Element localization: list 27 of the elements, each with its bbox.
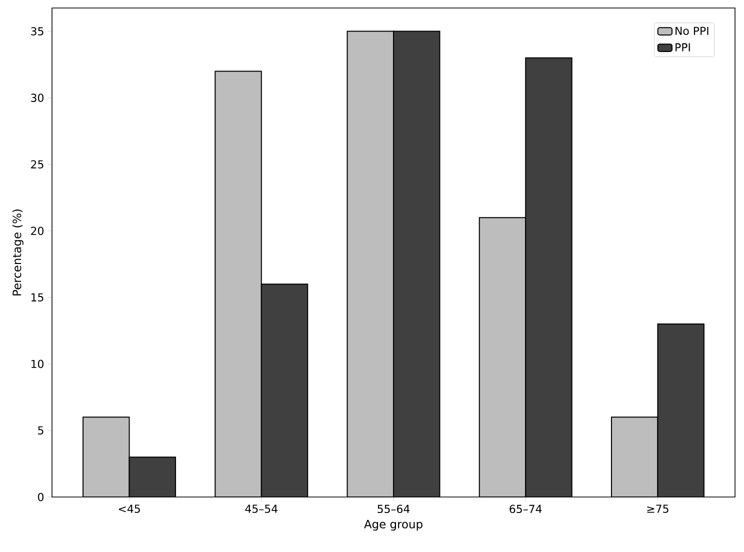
bar xyxy=(128,456,176,497)
legend-label: No PPI xyxy=(676,26,708,35)
y-axis-title: Percentage (%) xyxy=(12,210,24,296)
bar xyxy=(525,57,572,497)
x-tick-label: 55–64 xyxy=(378,504,410,514)
y-tick-label: 25 xyxy=(31,160,44,168)
x-tick-label: ≥75 xyxy=(647,504,668,513)
x-tick-label: <45 xyxy=(118,504,140,513)
bar xyxy=(394,31,440,497)
x-axis-title: Age group xyxy=(364,520,422,531)
bar xyxy=(214,70,262,497)
bar xyxy=(478,217,526,497)
bar xyxy=(260,284,308,497)
y-tick-label: 10 xyxy=(31,360,44,368)
y-tick-label: 0 xyxy=(38,492,44,502)
bar xyxy=(82,416,130,497)
y-tick-label: 5 xyxy=(38,426,44,435)
y-tick-label: 20 xyxy=(31,226,44,236)
legend-label: PPI xyxy=(676,43,690,52)
x-tick-label: 45–54 xyxy=(245,504,278,513)
y-tick-label: 30 xyxy=(31,94,44,102)
y-tick-label: 15 xyxy=(31,293,44,302)
bar xyxy=(610,416,658,497)
x-tick-label: 65–74 xyxy=(510,504,542,514)
y-tick-label: 35 xyxy=(31,27,44,36)
bar xyxy=(347,31,394,497)
bar xyxy=(657,324,704,497)
